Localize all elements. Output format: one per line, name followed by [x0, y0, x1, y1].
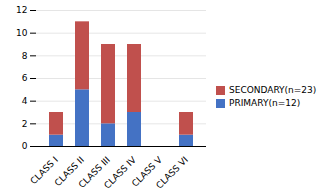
svg-text:6: 6 [22, 73, 28, 83]
svg-text:12: 12 [16, 5, 27, 15]
svg-text:8: 8 [22, 50, 28, 60]
svg-text:CLASS VI: CLASS VI [154, 154, 190, 190]
svg-text:CLASS II: CLASS II [52, 154, 86, 188]
html-text:SECONDARY(n=23): SECONDARY(n=23) [229, 85, 317, 95]
svg-text:CLASS III: CLASS III [76, 154, 112, 190]
svg-text:0: 0 [22, 141, 28, 151]
svg-text:4: 4 [22, 96, 28, 106]
svg-text:CLASS V: CLASS V [129, 154, 164, 189]
svg-text:CLASS IV: CLASS IV [102, 154, 138, 191]
svg-text:2: 2 [22, 118, 28, 128]
svg-text:CLASS I: CLASS I [28, 154, 60, 186]
svg-text:10: 10 [16, 28, 28, 38]
html-text:PRIMARY(n=12): PRIMARY(n=12) [229, 98, 301, 108]
